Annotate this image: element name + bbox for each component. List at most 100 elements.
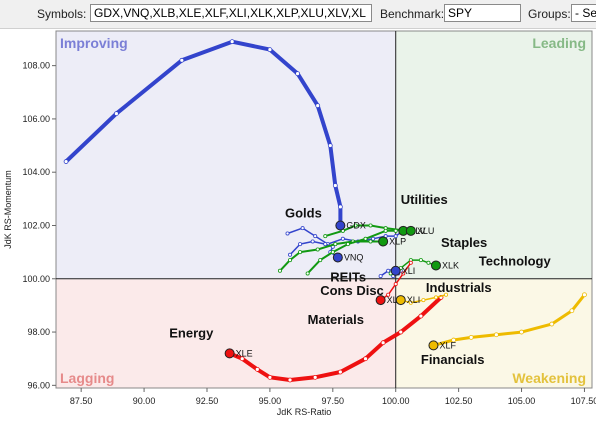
tail-point bbox=[383, 228, 388, 233]
head-xly bbox=[375, 295, 386, 306]
x-tick-label: 100.00 bbox=[382, 396, 410, 406]
tail-point bbox=[386, 292, 391, 297]
symbols-label: Symbols: bbox=[37, 7, 87, 21]
annotation-industrials: Industrials bbox=[426, 280, 492, 295]
quadrant-label-leading: Leading bbox=[532, 35, 586, 51]
annotation-staples: Staples bbox=[441, 235, 487, 250]
tail-point bbox=[295, 71, 300, 77]
tail-point bbox=[179, 57, 185, 63]
y-tick-label: 98.00 bbox=[27, 327, 50, 337]
tail-line bbox=[286, 227, 405, 245]
head-label-xlk: XLK bbox=[442, 260, 459, 270]
tail-xlf bbox=[431, 292, 587, 348]
annotation-materials: Materials bbox=[308, 312, 364, 327]
head-gdx bbox=[335, 220, 346, 231]
tail-point bbox=[363, 356, 368, 362]
tail-point bbox=[312, 374, 318, 380]
x-tick-label: 107.50 bbox=[571, 396, 596, 406]
head-xlu bbox=[405, 225, 416, 236]
tail-point bbox=[368, 239, 373, 244]
plot-frame bbox=[55, 30, 593, 389]
x-tick-label: 102.50 bbox=[445, 396, 473, 406]
y-tick-label: 104.00 bbox=[22, 167, 50, 177]
tail-point bbox=[337, 204, 343, 210]
head-label-xlp: XLP bbox=[389, 236, 406, 246]
tail-point bbox=[398, 329, 404, 335]
tail-point bbox=[363, 236, 368, 241]
tail-gdx bbox=[63, 39, 343, 228]
tail-point bbox=[519, 329, 524, 335]
head-xli bbox=[395, 295, 406, 306]
tail-point bbox=[451, 337, 456, 343]
tail-point bbox=[300, 226, 305, 231]
tail-point bbox=[318, 258, 323, 263]
head-label-xli: XLI bbox=[407, 295, 421, 305]
tail-point bbox=[468, 334, 474, 340]
tail-line bbox=[227, 295, 443, 382]
head-vnq bbox=[332, 252, 343, 263]
tail-point bbox=[493, 332, 499, 338]
tail-point bbox=[418, 313, 424, 319]
tail-point bbox=[254, 366, 260, 372]
tail-point bbox=[310, 239, 315, 244]
quadrant-label-weakening: Weakening bbox=[512, 370, 586, 386]
tail-point bbox=[401, 271, 406, 276]
head-xlk bbox=[430, 260, 441, 271]
tail-point bbox=[444, 292, 449, 297]
annotation-financials: Financials bbox=[421, 352, 485, 367]
tail-point bbox=[267, 47, 273, 53]
tail-point bbox=[368, 223, 373, 228]
annotation-cons-disc: Cons Disc bbox=[320, 283, 384, 298]
x-tick-label: 92.50 bbox=[196, 396, 219, 406]
tail-point bbox=[298, 242, 303, 247]
tail-point bbox=[315, 103, 321, 108]
tail-point bbox=[313, 234, 318, 239]
groups-label: Groups: bbox=[528, 7, 571, 21]
quadrant-leading bbox=[395, 31, 592, 279]
tail-point bbox=[393, 282, 398, 287]
head-xle bbox=[224, 348, 235, 359]
head-label-xlu: XLU bbox=[417, 226, 435, 236]
quadrant-lagging bbox=[56, 278, 396, 388]
x-tick-label: 105.00 bbox=[508, 396, 536, 406]
tail-line bbox=[324, 224, 407, 238]
annotation-utilities: Utilities bbox=[401, 192, 448, 207]
tail-line bbox=[279, 240, 385, 272]
quadrant-label-lagging: Lagging bbox=[60, 370, 114, 386]
tail-point bbox=[288, 258, 293, 263]
head-label-xlf: XLF bbox=[439, 340, 456, 350]
tail-point bbox=[267, 374, 273, 380]
head-label-xle: XLE bbox=[236, 348, 253, 358]
symbols-input[interactable]: GDX,VNQ,XLB,XLE,XLF,XLI,XLK,XLP,XLU,XLV,… bbox=[90, 4, 372, 22]
benchmark-input[interactable]: SPY bbox=[444, 4, 521, 22]
tail-point bbox=[433, 295, 438, 300]
head-label-xli: XLI bbox=[402, 266, 416, 276]
groups-select[interactable]: - Se bbox=[571, 4, 596, 22]
tail-point bbox=[285, 231, 290, 236]
tail-point bbox=[330, 250, 335, 255]
tail-point bbox=[229, 39, 235, 45]
tail-xli2 bbox=[305, 228, 398, 276]
y-tick-label: 106.00 bbox=[22, 114, 50, 124]
quadrant-label-improving: Improving bbox=[60, 35, 128, 51]
tail-point bbox=[421, 298, 426, 303]
tail-point bbox=[315, 247, 320, 252]
tail-point bbox=[393, 228, 398, 233]
quadrant-weakening bbox=[395, 278, 592, 388]
tail-point bbox=[371, 236, 376, 241]
tail-point bbox=[327, 143, 333, 148]
x-axis-title: JdK RS-Ratio bbox=[277, 407, 332, 417]
quadrant-improving bbox=[56, 31, 396, 279]
head-xlp bbox=[378, 236, 389, 247]
tail-point bbox=[63, 159, 69, 164]
tail-point bbox=[277, 268, 282, 273]
tail-point bbox=[408, 260, 413, 265]
tail-point bbox=[323, 234, 328, 239]
tail-point bbox=[418, 258, 423, 263]
tail-point bbox=[333, 242, 338, 247]
tail-point bbox=[298, 250, 303, 255]
tail-point bbox=[113, 111, 119, 116]
tail-point bbox=[380, 340, 386, 346]
x-tick-label: 95.00 bbox=[259, 396, 282, 406]
x-tick-label: 87.50 bbox=[70, 396, 93, 406]
